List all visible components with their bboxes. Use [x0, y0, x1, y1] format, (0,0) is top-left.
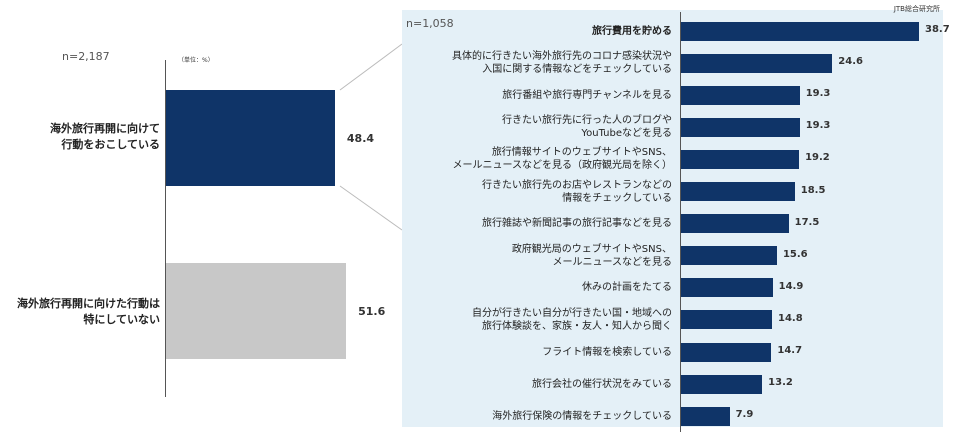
right-category-label-line: 旅行番組や旅行専門チャンネルを見る — [502, 89, 672, 101]
left-label-acting-line2: 行動をおこしている — [61, 138, 160, 151]
right-bar-value: 19.2 — [805, 152, 830, 164]
right-category-label-line: 休みの計画をたてる — [582, 282, 672, 294]
right-category-label-line: 旅行体験談を、家族・友人・知人から聞く — [482, 320, 672, 332]
right-bar — [681, 182, 795, 201]
right-category-label: 政府観光局のウェブサイトやSNS、 メールニュースなどを見る — [412, 243, 672, 269]
left-axis — [165, 60, 166, 397]
left-label-acting-line1: 海外旅行再開に向けて — [50, 122, 160, 135]
right-axis — [680, 12, 681, 432]
right-category-label: 行きたい旅行先に行った人のブログや YouTubeなどを見る — [412, 114, 672, 140]
right-category-label-line: 自分が行きたい自分が行きたい国・地域への — [472, 307, 672, 319]
right-bar-value: 18.5 — [800, 184, 826, 196]
left-bar-acting — [166, 90, 335, 186]
left-label-acting: 海外旅行再開に向けて 行動をおこしている — [0, 121, 160, 153]
right-bar — [681, 406, 730, 426]
right-category-label-line: 旅行雑誌や新聞記事の旅行記事などを見る — [482, 218, 672, 230]
source-credit: JTB総合研究所 — [893, 5, 940, 13]
right-bar — [681, 53, 833, 73]
left-sample-size: n=2,187 — [62, 50, 110, 63]
right-bar-value: 7.9 — [735, 409, 754, 421]
right-category-label: 旅行情報サイトのウェブサイトやSNS、 メールニュースなどを見る（政府観光局を除く… — [412, 146, 673, 172]
right-bar — [681, 246, 777, 266]
right-category-label-line: 情報をチェックしている — [562, 192, 672, 204]
right-bar-value: 38.7 — [925, 24, 950, 35]
left-label-not-acting-line2: 特にしていない — [83, 313, 160, 326]
right-bar — [681, 310, 773, 330]
right-bar — [681, 278, 773, 298]
left-value-acting: 48.4 — [346, 132, 375, 145]
right-bar-value: 13.2 — [768, 377, 793, 389]
right-bar — [681, 342, 772, 362]
right-bar-value: 19.3 — [805, 88, 831, 100]
left-label-not-acting-line1: 海外旅行再開に向けた行動は — [17, 297, 160, 310]
right-category-label: 海外旅行保険の情報をチェックしている — [412, 410, 672, 423]
right-category-label-line: 旅行費用を貯める — [592, 25, 672, 37]
right-category-label: 行きたい旅行先のお店やレストランなどの 情報をチェックしている — [412, 179, 672, 205]
right-bar-value: 14.9 — [778, 280, 804, 292]
right-bar — [681, 117, 800, 137]
right-bar-value: 19.3 — [805, 120, 831, 132]
left-bar-not-acting — [166, 263, 347, 359]
right-sample-size: n=1,058 — [406, 17, 454, 30]
right-category-label: 具体的に行きたい海外旅行先のコロナ感染状況や 入国に関する情報などをチェックしてい… — [412, 50, 672, 76]
right-category-label-line: 行きたい旅行先のお店やレストランなどの — [482, 179, 672, 191]
right-category-label: 旅行費用を貯める — [412, 25, 672, 38]
right-category-label: フライト情報を検索している — [412, 346, 672, 359]
right-bar-value: 15.6 — [782, 248, 808, 260]
right-category-label-line: 入国に関する情報などをチェックしている — [482, 64, 672, 76]
right-category-label: 自分が行きたい自分が行きたい国・地域への 旅行体験談を、家族・友人・知人から聞く — [412, 307, 672, 333]
right-category-label-line: 旅行会社の催行状況をみている — [532, 378, 672, 390]
right-category-label-line: 旅行情報サイトのウェブサイトやSNS、 — [491, 147, 672, 159]
right-bar — [681, 85, 800, 105]
right-category-label: 旅行番組や旅行専門チャンネルを見る — [412, 89, 672, 102]
right-bar — [681, 149, 800, 169]
right-bar — [681, 374, 763, 394]
right-bar-value: 17.5 — [794, 216, 820, 228]
left-value-not-acting: 51.6 — [358, 305, 386, 318]
right-category-label-line: 具体的に行きたい海外旅行先のコロナ感染状況や — [452, 51, 672, 63]
right-category-label-line: メールニュースなどを見る（政府観光局を除く） — [452, 160, 673, 172]
right-category-label-line: フライト情報を検索している — [542, 346, 672, 358]
right-category-label-line: 政府観光局のウェブサイトやSNS、 — [511, 243, 672, 255]
right-bar — [681, 21, 919, 41]
right-category-label-line: 行きたい旅行先に行った人のブログや — [502, 115, 672, 127]
right-category-label-line: メールニュースなどを見る — [552, 256, 673, 268]
right-panel — [402, 10, 943, 427]
right-category-label-line: YouTubeなどを見る — [581, 128, 672, 140]
left-label-not-acting: 海外旅行再開に向けた行動は 特にしていない — [0, 296, 160, 328]
right-category-label: 休みの計画をたてる — [412, 281, 672, 294]
right-bar — [681, 214, 789, 234]
right-category-label: 旅行会社の催行状況をみている — [412, 378, 672, 391]
right-bar-value: 24.6 — [838, 56, 863, 68]
right-category-label: 旅行雑誌や新聞記事の旅行記事などを見る — [412, 217, 672, 230]
right-bar-value: 14.8 — [778, 312, 803, 324]
right-bar-value: 14.7 — [777, 345, 803, 356]
unit-label: （単位：%） — [178, 57, 214, 64]
right-category-label-line: 海外旅行保険の情報をチェックしている — [492, 410, 672, 422]
